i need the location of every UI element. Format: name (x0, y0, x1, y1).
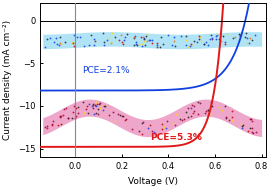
X-axis label: Voltage (V): Voltage (V) (128, 177, 178, 186)
Text: PCE=5.3%: PCE=5.3% (150, 133, 202, 142)
Y-axis label: Current density (mA cm⁻²): Current density (mA cm⁻²) (4, 20, 13, 140)
Text: PCE=2.1%: PCE=2.1% (82, 67, 130, 75)
